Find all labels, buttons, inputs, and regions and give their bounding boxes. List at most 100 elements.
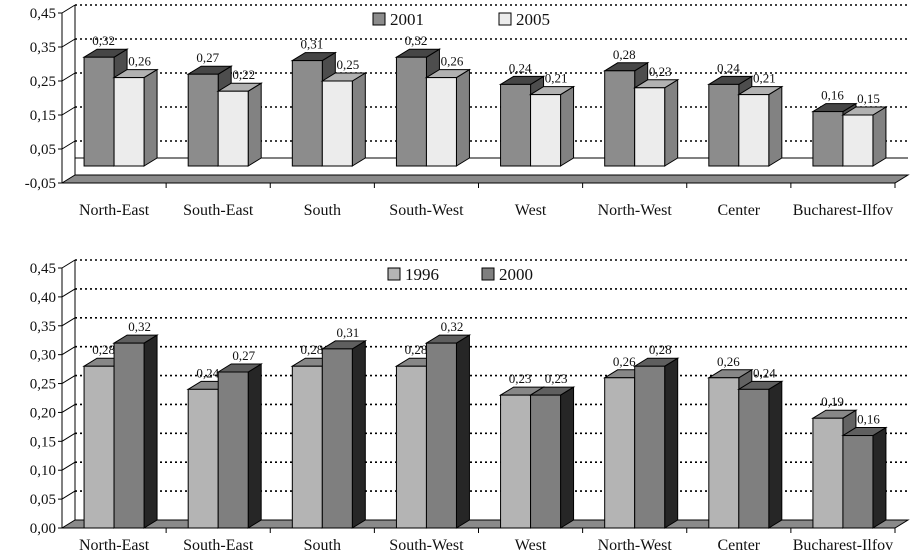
data-label: 0,21 [753, 71, 776, 86]
data-label: 0,19 [821, 394, 844, 409]
data-label: 0,15 [857, 91, 880, 106]
category-label: South-West [389, 537, 464, 554]
bar-2001-North-East [83, 56, 115, 167]
chart-2: 0,00 0,05 0,10 0,15 0,20 0,25 0,30 0,35 0,40 0,45… [30, 259, 910, 554]
category-label: North-West [598, 202, 673, 219]
bar-side [560, 85, 575, 167]
y-tick-label: 0,15 [30, 434, 56, 450]
bar-side [560, 386, 575, 529]
bar-1996-South [291, 365, 323, 529]
gridline-side [61, 106, 76, 116]
data-label: 0,24 [509, 60, 532, 75]
bar-1996-Center [708, 377, 740, 529]
bar-2000-South [321, 348, 353, 529]
bar-side [872, 106, 887, 167]
bar-2005-North-West [634, 87, 666, 167]
bar-2001-South-West [395, 56, 427, 167]
category-label: South-West [389, 202, 464, 219]
category-label: West [515, 202, 547, 219]
gridline-side [61, 317, 76, 327]
bar-side [351, 72, 366, 167]
chart-floor [60, 174, 910, 184]
legend-swatch [481, 267, 495, 281]
y-tick-label: 0,25 [30, 377, 56, 393]
y-tick-label: 0,45 [30, 6, 56, 22]
data-label: 0,27 [196, 50, 219, 65]
y-tick-label: 0,35 [30, 319, 56, 335]
data-label: 0,25 [336, 57, 359, 72]
bar-side [247, 82, 262, 167]
legend-label: 2000 [499, 265, 533, 284]
data-label: 0,24 [717, 60, 740, 75]
data-label: 0,23 [545, 371, 568, 386]
data-label: 0,28 [300, 342, 323, 357]
category-label: Bucharest-Ilfov [793, 202, 893, 219]
bar-side [455, 334, 470, 529]
y-tick-label: 0,20 [30, 405, 56, 421]
data-label: 0,26 [717, 354, 740, 369]
data-label: 0,28 [405, 342, 428, 357]
y-tick-label: 0,05 [30, 142, 56, 158]
category-label: South-East [183, 202, 254, 219]
gridline-side [61, 375, 76, 384]
data-label: 0,28 [613, 47, 636, 62]
y-tick-label: -0,05 [25, 176, 56, 192]
data-label: 0,16 [857, 412, 880, 427]
legend-swatch [372, 12, 386, 26]
y-tick-label: 0,30 [30, 348, 56, 364]
category-label: Bucharest-Ilfov [793, 537, 893, 554]
gridline-side [61, 38, 76, 48]
bar-side [768, 85, 783, 167]
bar-2005-Center [738, 94, 770, 167]
category-label: South [304, 202, 341, 219]
data-label: 0,32 [128, 319, 151, 334]
bar-side [768, 380, 783, 529]
bar-1996-West [500, 394, 532, 529]
bar-2005-North-East [113, 77, 145, 167]
legend-swatch [498, 12, 512, 26]
gridline-side [61, 490, 76, 500]
gridline-side [61, 288, 76, 298]
bar-2000-Center [738, 388, 770, 529]
data-label: 0,26 [613, 354, 636, 369]
bar-2001-North-West [604, 70, 636, 167]
category-label: South [304, 537, 341, 554]
y-tick-label: 0,15 [30, 108, 56, 124]
bar-side [143, 68, 158, 167]
data-label: 0,26 [441, 54, 464, 69]
bar-1996-South-East [187, 388, 219, 529]
bar-2000-North-West [634, 365, 666, 529]
bar-2000-South-West [425, 342, 457, 529]
chart-1: -0,05 0,05 0,15 0,25 0,35 0,45 0,32 0,26 North-E… [25, 4, 910, 219]
bar-side [351, 339, 366, 529]
gridline-side [61, 259, 76, 269]
y-tick-label: 0,35 [30, 40, 56, 56]
y-tick-label: 0,05 [30, 492, 56, 508]
bar-2001-Bucharest-Ilfov [812, 111, 844, 167]
bar-2001-South-East [187, 73, 219, 167]
bar-2005-South [321, 80, 353, 167]
data-label: 0,24 [196, 365, 219, 380]
gridline-side [61, 404, 76, 413]
bar-side [664, 357, 679, 529]
gridline-side [61, 461, 76, 471]
bar-1996-North-East [83, 365, 115, 529]
bar-2000-West [530, 394, 562, 529]
bar-2005-South-West [425, 77, 457, 167]
data-label: 0,24 [753, 365, 776, 380]
bar-2001-West [500, 83, 532, 167]
bar-2005-Bucharest-Ilfov [842, 114, 874, 167]
data-label: 0,23 [509, 371, 532, 386]
y-tick-label: 0,00 [30, 521, 56, 537]
bar-2000-North-East [113, 342, 145, 529]
data-label: 0,32 [405, 33, 428, 48]
legend-swatch [387, 267, 401, 281]
gridline-side [61, 346, 76, 356]
bar-2001-South [291, 60, 323, 167]
data-label: 0,28 [92, 342, 115, 357]
bar-2005-West [530, 94, 562, 167]
category-label: North-West [598, 537, 673, 554]
gridline-side [61, 140, 76, 150]
bar-side [247, 363, 262, 529]
